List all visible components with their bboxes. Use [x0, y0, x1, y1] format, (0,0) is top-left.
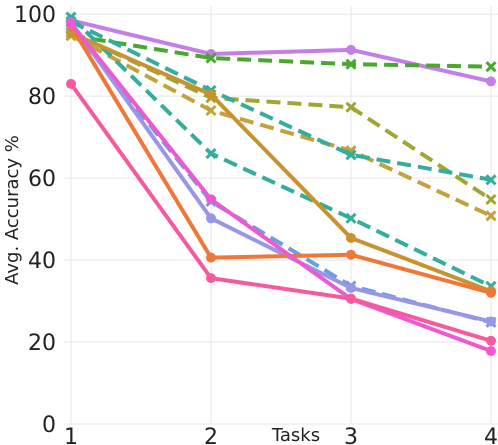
x-tick-label: 4 — [484, 425, 498, 445]
data-point — [346, 249, 356, 260]
data-point — [345, 212, 357, 224]
x-tick-label: 2 — [204, 425, 218, 445]
series-line — [70, 19, 492, 182]
series-line — [69, 24, 492, 295]
data-point — [486, 76, 496, 87]
data-point — [485, 174, 497, 186]
series-line — [70, 33, 492, 218]
data-point — [206, 252, 216, 263]
data-point — [206, 194, 216, 205]
series-line — [69, 15, 492, 289]
data-point — [205, 52, 217, 64]
y-tick-label: 80 — [28, 85, 56, 110]
data-point — [345, 101, 357, 113]
series-9 — [66, 17, 496, 327]
series-line — [69, 82, 492, 343]
data-point — [346, 293, 356, 304]
data-point — [485, 61, 497, 73]
data-point — [206, 213, 216, 224]
data-point — [485, 193, 497, 205]
x-tick-label: 1 — [64, 425, 78, 445]
data-point — [486, 335, 496, 346]
data-point — [485, 210, 497, 222]
tick-labels: 0 20 40 60 80 100 1 2 3 4 — [14, 3, 498, 445]
data-point — [66, 18, 76, 29]
data-point — [486, 346, 496, 357]
data-point — [346, 44, 356, 55]
series-line — [70, 31, 492, 294]
y-tick-label: 0 — [42, 413, 56, 438]
y-axis-label: Avg. Accuracy % — [2, 135, 23, 285]
series-line — [70, 18, 492, 84]
data-point — [346, 282, 356, 293]
data-point — [205, 147, 217, 160]
series-line — [70, 30, 493, 202]
y-tick-label: 60 — [28, 167, 56, 192]
x-axis-label: Tasks — [271, 425, 320, 445]
data-point — [345, 58, 357, 70]
data-point — [345, 149, 357, 161]
x-tick-label: 3 — [344, 425, 358, 445]
series-line — [69, 21, 492, 324]
series-line — [69, 21, 492, 353]
data-point — [486, 316, 496, 327]
series-line — [70, 33, 492, 69]
series-12 — [66, 78, 496, 346]
y-tick-label: 100 — [14, 3, 56, 28]
data-point — [486, 287, 496, 298]
series-group — [65, 11, 497, 357]
data-point — [346, 232, 356, 243]
y-tick-label: 20 — [28, 331, 56, 356]
y-tick-label: 40 — [28, 249, 56, 274]
data-point — [205, 104, 217, 117]
data-point — [206, 89, 216, 100]
data-point — [206, 273, 216, 284]
data-point — [66, 78, 76, 89]
